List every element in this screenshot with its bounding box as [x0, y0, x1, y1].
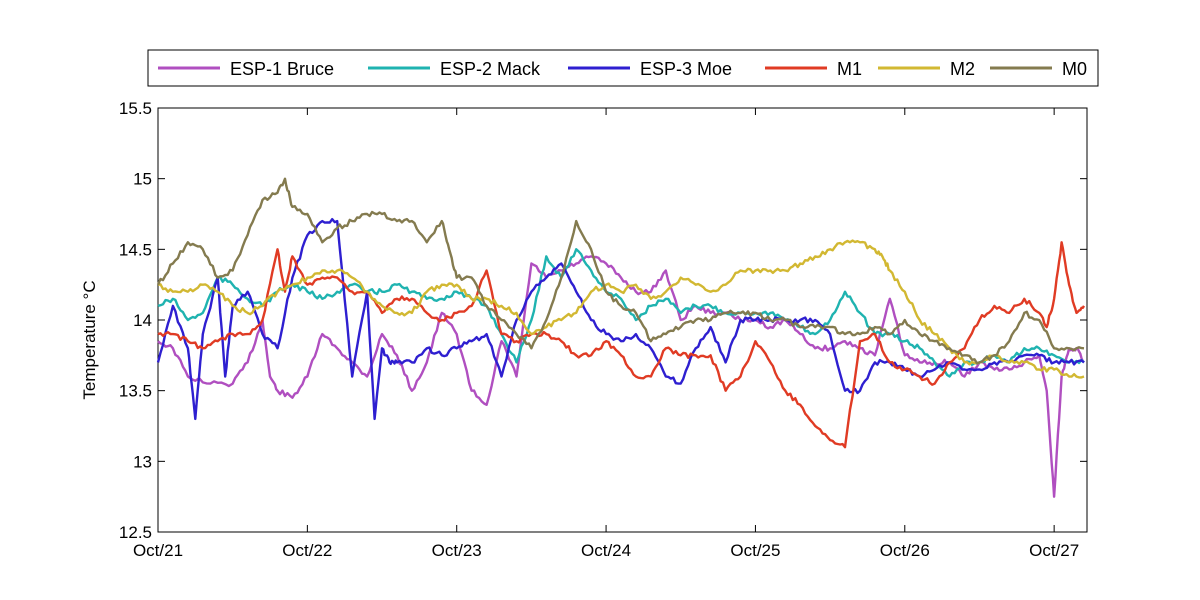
y-tick-label: 14.5: [119, 240, 152, 259]
legend-label: ESP-2 Mack: [440, 59, 541, 79]
legend-label: ESP-3 Moe: [640, 59, 732, 79]
x-tick-label: Oct/27: [1029, 541, 1079, 560]
series-line-m0: [156, 177, 1085, 365]
y-axis-title: Temperature °C: [80, 280, 99, 399]
series-layer: [156, 177, 1086, 498]
legend-label: M2: [950, 59, 975, 79]
y-tick-label: 15: [133, 170, 152, 189]
y-tick-label: 14: [133, 311, 152, 330]
legend-label: ESP-1 Bruce: [230, 59, 334, 79]
y-tick-label: 15.5: [119, 99, 152, 118]
y-tick-label: 12.5: [119, 523, 152, 542]
y-tick-label: 13.5: [119, 382, 152, 401]
x-tick-label: Oct/26: [880, 541, 930, 560]
legend-label: M0: [1062, 59, 1087, 79]
x-tick-label: Oct/23: [432, 541, 482, 560]
x-tick-label: Oct/22: [282, 541, 332, 560]
series-line-m1: [157, 241, 1086, 449]
series-line-m2: [157, 239, 1085, 379]
x-tick-label: Oct/21: [133, 541, 183, 560]
legend-label: M1: [837, 59, 862, 79]
series-line-esp-2-mack: [157, 248, 1085, 378]
x-tick-label: Oct/25: [730, 541, 780, 560]
x-tick-label: Oct/24: [581, 541, 631, 560]
y-axis: 12.5 13 13.5 14 14.5 15 15.5: [119, 99, 1087, 542]
legend: ESP-1 Bruce ESP-2 Mack ESP-3 Moe M1 M2 M0: [147, 49, 1099, 87]
x-axis: Oct/21 Oct/22 Oct/23 Oct/24 Oct/25 Oct/26 Oct/…: [133, 108, 1079, 560]
y-tick-label: 13: [133, 452, 152, 471]
